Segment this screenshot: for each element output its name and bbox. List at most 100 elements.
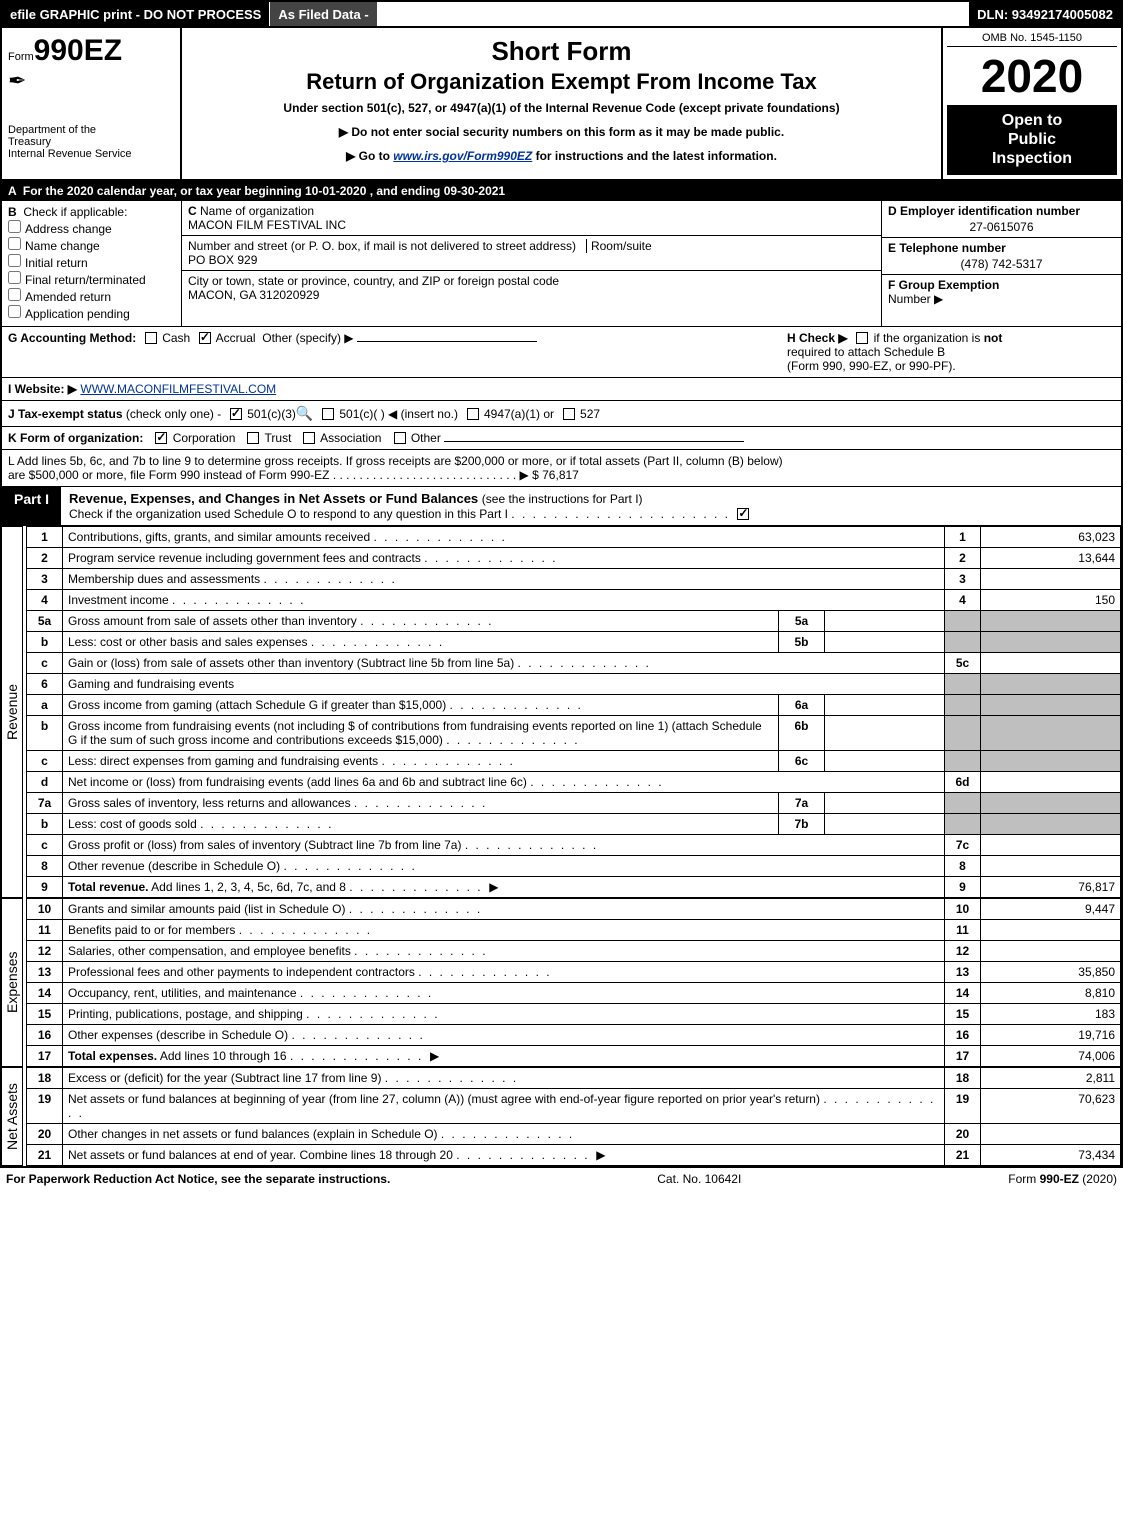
right-line-value: 2,811 (981, 1067, 1121, 1088)
E-row: E Telephone number (478) 742-5317 (882, 238, 1121, 275)
checkbox-501c[interactable] (322, 408, 334, 420)
checkbox-corporation[interactable] (155, 432, 167, 444)
col-C: C Name of organization MACON FILM FESTIV… (182, 201, 881, 326)
right-line-value: 8,810 (981, 982, 1121, 1003)
check-address-change[interactable]: Address change (8, 220, 175, 236)
K-label: K Form of organization: (8, 431, 143, 445)
right-line-number: 19 (945, 1088, 981, 1123)
checkbox-initial-return[interactable] (8, 254, 21, 267)
check-amended-return[interactable]: Amended return (8, 288, 175, 304)
arrow2-pre: ▶ Go to (346, 149, 393, 163)
city-label: City or town, state or province, country… (188, 274, 559, 288)
B-label-text: Check if applicable: (23, 205, 127, 219)
line-description: Professional fees and other payments to … (63, 961, 945, 982)
K-opt1: Trust (265, 431, 292, 445)
checkbox-cash[interactable] (145, 332, 157, 344)
efile-label: efile GRAPHIC print - DO NOT PROCESS (2, 2, 269, 26)
table-row: 2Program service revenue including gover… (27, 547, 1121, 568)
checkbox-trust[interactable] (247, 432, 259, 444)
checkbox-501c3[interactable] (230, 408, 242, 420)
sub-line-value (825, 792, 945, 813)
part1-check-text: Check if the organization used Schedule … (69, 507, 508, 521)
checkbox-other-org[interactable] (394, 432, 406, 444)
right-line-number: 7c (945, 834, 981, 855)
opt-0: Address change (25, 222, 112, 236)
netassets-section: Net Assets 18Excess or (deficit) for the… (2, 1067, 1121, 1166)
arrow-line-2: ▶ Go to www.irs.gov/Form990EZ for instru… (192, 149, 931, 163)
right-val-shade (981, 792, 1121, 813)
right-line-value (981, 1123, 1121, 1144)
sub-line-value (825, 610, 945, 631)
irs-link[interactable]: www.irs.gov/Form990EZ (393, 149, 532, 163)
part1-dots: . . . . . . . . . . . . . . . . . . . . … (511, 507, 735, 521)
checkbox-amended-return[interactable] (8, 288, 21, 301)
K-opt3: Other (411, 431, 441, 445)
line-description: Less: direct expenses from gaming and fu… (63, 750, 779, 771)
line-number: 14 (27, 982, 63, 1003)
right-num-shade (945, 631, 981, 652)
table-row: 17Total expenses. Add lines 10 through 1… (27, 1045, 1121, 1066)
right-val-shade (981, 750, 1121, 771)
line-number: d (27, 771, 63, 792)
opt-4: Amended return (25, 290, 111, 304)
line-number: c (27, 652, 63, 673)
right-line-value: 13,644 (981, 547, 1121, 568)
part1-title-text: Revenue, Expenses, and Changes in Net As… (69, 491, 478, 506)
checkbox-address-change[interactable] (8, 220, 21, 233)
L-dots: . . . . . . . . . . . . . . . . . . . . … (333, 468, 529, 482)
right-line-number: 4 (945, 589, 981, 610)
E-value: (478) 742-5317 (888, 257, 1115, 271)
line-number: 15 (27, 1003, 63, 1024)
check-final-return[interactable]: Final return/terminated (8, 271, 175, 287)
line-description: Gross profit or (loss) from sales of inv… (63, 834, 945, 855)
right-line-number: 3 (945, 568, 981, 589)
col-DEF: D Employer identification number 27-0615… (881, 201, 1121, 326)
website-link[interactable]: WWW.MACONFILMFESTIVAL.COM (80, 382, 276, 396)
right-line-value: 19,716 (981, 1024, 1121, 1045)
right-line-value: 183 (981, 1003, 1121, 1024)
right-line-value: 73,434 (981, 1144, 1121, 1165)
C-name-row: C Name of organization MACON FILM FESTIV… (182, 201, 881, 236)
part1-check-line: Check if the organization used Schedule … (69, 507, 751, 521)
L-text1: L Add lines 5b, 6c, and 7b to line 9 to … (8, 454, 783, 468)
opt-2: Initial return (25, 256, 88, 270)
check-name-change[interactable]: Name change (8, 237, 175, 253)
line-number: 16 (27, 1024, 63, 1045)
F-label: F Group Exemption (888, 278, 999, 292)
check-application-pending[interactable]: Application pending (8, 305, 175, 321)
tax-year: 2020 (947, 47, 1117, 105)
J-opt4: 527 (580, 407, 600, 421)
line-description: Salaries, other compensation, and employ… (63, 940, 945, 961)
check-initial-return[interactable]: Initial return (8, 254, 175, 270)
H-not: not (984, 331, 1003, 345)
checkbox-application-pending[interactable] (8, 305, 21, 318)
right-line-value: 70,623 (981, 1088, 1121, 1123)
line-number: 3 (27, 568, 63, 589)
right-line-number: 11 (945, 919, 981, 940)
line-description: Less: cost of goods sold . . . . . . . .… (63, 813, 779, 834)
checkbox-accrual[interactable] (199, 332, 211, 344)
checkbox-4947[interactable] (467, 408, 479, 420)
header-left: Form990EZ ✒ Department of the Treasury I… (2, 28, 182, 179)
right-num-shade (945, 694, 981, 715)
table-row: aGross income from gaming (attach Schedu… (27, 694, 1121, 715)
dept-line2: Treasury (8, 136, 174, 148)
right-line-number: 18 (945, 1067, 981, 1088)
checkbox-association[interactable] (303, 432, 315, 444)
checkbox-final-return[interactable] (8, 271, 21, 284)
right-num-shade (945, 673, 981, 694)
right-line-number: 9 (945, 876, 981, 897)
checkbox-527[interactable] (563, 408, 575, 420)
col-B: B Check if applicable: Address change Na… (2, 201, 182, 326)
checkbox-H[interactable] (856, 332, 868, 344)
sub-line-number: 6a (779, 694, 825, 715)
right-line-value: 63,023 (981, 526, 1121, 547)
checkbox-name-change[interactable] (8, 237, 21, 250)
right-num-shade (945, 792, 981, 813)
line-description: Less: cost or other basis and sales expe… (63, 631, 779, 652)
line-description: Net income or (loss) from fundraising ev… (63, 771, 945, 792)
table-row: 8Other revenue (describe in Schedule O) … (27, 855, 1121, 876)
sub-line-value (825, 631, 945, 652)
right-line-number: 15 (945, 1003, 981, 1024)
checkbox-schedule-o[interactable] (737, 508, 749, 520)
